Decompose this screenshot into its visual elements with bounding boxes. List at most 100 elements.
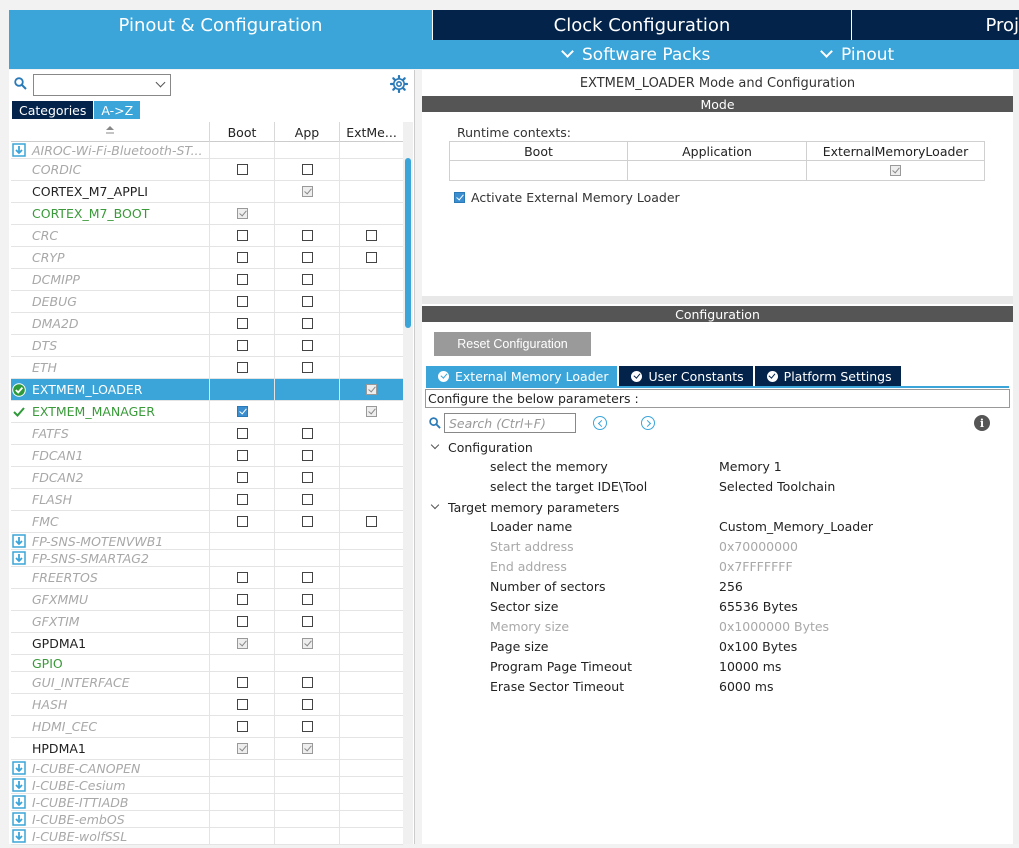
- table-row[interactable]: DEBUG: [11, 291, 403, 313]
- ext-checkbox[interactable]: [366, 252, 377, 263]
- scrollbar-thumb[interactable]: [405, 158, 411, 328]
- parameter-value[interactable]: 10000 ms: [719, 659, 782, 674]
- app-checkbox[interactable]: [301, 472, 313, 483]
- table-row[interactable]: HDMI_CEC: [11, 716, 403, 738]
- app-checkbox[interactable]: [301, 296, 313, 307]
- boot-checkbox[interactable]: [236, 296, 248, 307]
- ext-checkbox[interactable]: [366, 516, 377, 527]
- app-checkbox[interactable]: [301, 721, 313, 732]
- boot-checkbox[interactable]: [236, 677, 248, 688]
- boot-checkbox[interactable]: [236, 638, 248, 649]
- app-checkbox[interactable]: [301, 164, 313, 175]
- pinout-menu[interactable]: Pinout: [818, 40, 894, 69]
- runtime-cell-application[interactable]: [628, 160, 807, 180]
- column-header-extmem[interactable]: ExtMe...: [339, 122, 403, 142]
- parameter-value[interactable]: Selected Toolchain: [719, 479, 836, 494]
- table-row[interactable]: FDCAN2: [11, 467, 403, 489]
- tab-pinout-configuration[interactable]: Pinout & Configuration: [9, 10, 432, 40]
- table-row[interactable]: HPDMA1: [11, 738, 403, 760]
- table-row[interactable]: GUI_INTERFACE: [11, 672, 403, 694]
- info-icon[interactable]: i: [974, 415, 990, 431]
- panel-splitter[interactable]: [422, 296, 1013, 304]
- table-row[interactable]: CORTEX_M7_BOOT: [11, 203, 403, 225]
- table-row[interactable]: HASH: [11, 694, 403, 716]
- app-checkbox[interactable]: [301, 616, 313, 627]
- sort-icon[interactable]: [105, 125, 115, 139]
- tab-project-manager[interactable]: Proj: [851, 10, 1019, 40]
- table-row[interactable]: CRYP: [11, 247, 403, 269]
- boot-checkbox[interactable]: [236, 340, 248, 351]
- boot-checkbox[interactable]: [236, 406, 248, 417]
- app-checkbox[interactable]: [301, 428, 313, 439]
- parameter-row[interactable]: Erase Sector Timeout 6000 ms: [490, 677, 990, 697]
- table-row[interactable]: FREERTOS: [11, 567, 403, 589]
- table-row[interactable]: I-CUBE-ITTIADB: [11, 794, 403, 811]
- parameter-row[interactable]: Start address 0x70000000: [490, 537, 990, 557]
- table-row[interactable]: FMC: [11, 511, 403, 533]
- app-checkbox[interactable]: [301, 743, 313, 754]
- parameter-value[interactable]: Memory 1: [719, 459, 782, 474]
- parameter-row[interactable]: Memory size 0x1000000 Bytes: [490, 617, 990, 637]
- parameter-row[interactable]: Page size 0x100 Bytes: [490, 637, 990, 657]
- table-row[interactable]: EXTMEM_MANAGER: [11, 401, 403, 423]
- boot-checkbox[interactable]: [236, 450, 248, 461]
- boot-checkbox[interactable]: [236, 616, 248, 627]
- previous-match-icon[interactable]: [593, 416, 607, 430]
- app-checkbox[interactable]: [301, 638, 313, 649]
- activate-loader-checkbox[interactable]: [454, 192, 465, 203]
- table-row[interactable]: DCMIPP: [11, 269, 403, 291]
- app-checkbox[interactable]: [301, 362, 313, 373]
- parameter-row[interactable]: Loader name Custom_Memory_Loader: [490, 517, 990, 537]
- table-row[interactable]: FATFS: [11, 423, 403, 445]
- parameter-row[interactable]: select the target IDE\Tool Selected Toolc…: [490, 477, 990, 497]
- table-row[interactable]: CORDIC: [11, 159, 403, 181]
- parameter-value[interactable]: Custom_Memory_Loader: [719, 519, 874, 534]
- runtime-cell-boot[interactable]: [450, 160, 628, 180]
- boot-checkbox[interactable]: [236, 572, 248, 583]
- boot-checkbox[interactable]: [236, 252, 248, 263]
- table-row[interactable]: DTS: [11, 335, 403, 357]
- parameter-row[interactable]: Sector size 65536 Bytes: [490, 597, 990, 617]
- table-row[interactable]: GFXTIM: [11, 611, 403, 633]
- activate-loader-option[interactable]: Activate External Memory Loader: [454, 190, 680, 205]
- app-checkbox[interactable]: [301, 230, 313, 241]
- table-row[interactable]: GPDMA1: [11, 633, 403, 655]
- boot-checkbox[interactable]: [236, 494, 248, 505]
- app-checkbox[interactable]: [301, 677, 313, 688]
- table-row[interactable]: DMA2D: [11, 313, 403, 335]
- parameter-value[interactable]: 6000 ms: [719, 679, 774, 694]
- parameter-value[interactable]: 256: [719, 579, 743, 594]
- app-checkbox[interactable]: [301, 340, 313, 351]
- table-row[interactable]: I-CUBE-CANOPEN: [11, 760, 403, 777]
- component-search-combo[interactable]: [33, 74, 171, 96]
- parameter-row[interactable]: select the memory Memory 1: [490, 457, 990, 477]
- table-row[interactable]: I-CUBE-Cesium: [11, 777, 403, 794]
- ext-checkbox[interactable]: [366, 384, 377, 395]
- boot-checkbox[interactable]: [236, 318, 248, 329]
- app-checkbox[interactable]: [301, 699, 313, 710]
- parameter-value[interactable]: 0x100 Bytes: [719, 639, 798, 654]
- app-checkbox[interactable]: [301, 450, 313, 461]
- table-row[interactable]: EXTMEM_LOADER: [11, 379, 403, 401]
- software-packs-menu[interactable]: Software Packs: [559, 40, 710, 69]
- vertical-scrollbar[interactable]: [403, 122, 413, 844]
- boot-checkbox[interactable]: [236, 721, 248, 732]
- app-checkbox[interactable]: [301, 572, 313, 583]
- app-checkbox[interactable]: [301, 494, 313, 505]
- table-row[interactable]: FP-SNS-SMARTAG2: [11, 550, 403, 567]
- table-row[interactable]: CRC: [11, 225, 403, 247]
- boot-checkbox[interactable]: [236, 699, 248, 710]
- app-checkbox[interactable]: [301, 274, 313, 285]
- column-header-boot[interactable]: Boot: [209, 122, 274, 142]
- boot-checkbox[interactable]: [236, 472, 248, 483]
- boot-checkbox[interactable]: [236, 274, 248, 285]
- next-match-icon[interactable]: [641, 416, 655, 430]
- runtime-cell-extloader[interactable]: [807, 160, 984, 180]
- table-row[interactable]: AIROC-Wi-Fi-Bluetooth-ST...: [11, 142, 403, 159]
- table-row[interactable]: CORTEX_M7_APPLI: [11, 181, 403, 203]
- gear-icon[interactable]: [390, 75, 408, 93]
- boot-checkbox[interactable]: [236, 594, 248, 605]
- app-checkbox[interactable]: [301, 594, 313, 605]
- right-scrollbar[interactable]: [1013, 70, 1019, 844]
- tab-external-memory-loader[interactable]: External Memory Loader: [426, 366, 618, 386]
